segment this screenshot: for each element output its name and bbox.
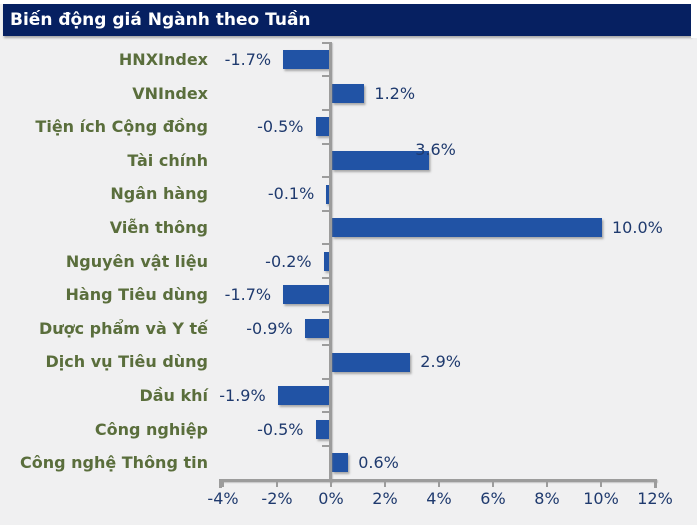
data-label: -0.2% [265, 251, 312, 271]
x-tick [384, 482, 386, 487]
x-tick-label: 6% [480, 488, 506, 508]
y-axis-line [329, 41, 332, 482]
category-label: Dịch vụ Tiêu dùng [45, 352, 209, 372]
data-label: 1.2% [374, 83, 416, 103]
y-tick [322, 75, 329, 78]
y-tick [322, 109, 329, 111]
data-label: -1.9% [219, 386, 266, 406]
category-label: Dược phẩm và Y tế [38, 318, 208, 338]
x-tick-label: 12% [637, 488, 673, 508]
data-bar [315, 117, 329, 137]
top-margin [0, 0, 697, 4]
y-tick [322, 41, 329, 44]
chart-title-bar: Biến động giá Ngành theo Tuần [3, 4, 691, 36]
category-label: Tài chính [127, 150, 208, 170]
x-tick [222, 482, 224, 487]
category-label: Công nghiệp [94, 419, 208, 439]
right-margin [691, 0, 697, 38]
y-tick [322, 176, 329, 179]
chart-title: Biến động giá Ngành theo Tuần [10, 10, 311, 30]
data-bar [315, 419, 329, 439]
category-label: Công nghệ Thông tin [19, 453, 208, 473]
x-tick [276, 482, 278, 487]
y-tick [322, 310, 329, 313]
x-tick-label: 8% [534, 488, 560, 508]
x-tick [654, 482, 656, 487]
data-bar [283, 285, 329, 305]
category-label: Ngân hàng [110, 184, 208, 204]
category-label: Dầu khí [139, 386, 208, 406]
x-axis-line [219, 479, 657, 482]
data-bar [332, 150, 430, 170]
x-tick-label: 2% [372, 488, 398, 508]
data-label: 3.6% [415, 139, 456, 159]
x-tick-label: 4% [426, 488, 452, 508]
data-label: -0.9% [246, 318, 293, 338]
data-bar [277, 386, 329, 406]
y-tick [322, 209, 329, 212]
category-label: HNXIndex [118, 50, 208, 70]
x-tick [600, 482, 602, 487]
data-label: -1.7% [224, 50, 272, 70]
y-tick [322, 243, 329, 246]
data-bar [323, 251, 329, 271]
category-label: Nguyên vật liệu [65, 251, 208, 271]
x-tick [330, 482, 332, 487]
data-bar [332, 352, 411, 372]
data-bar [304, 318, 329, 338]
x-tick [492, 482, 494, 487]
x-tick-label: 0% [318, 488, 344, 508]
data-bar [332, 218, 602, 238]
x-axis-end-cap [219, 479, 222, 488]
data-label: -0.5% [257, 419, 304, 439]
x-tick-label: -2% [261, 488, 293, 508]
y-tick [322, 377, 329, 380]
y-tick [322, 142, 329, 145]
x-tick [546, 482, 548, 487]
y-tick [322, 344, 329, 347]
y-tick [322, 445, 329, 447]
y-tick [322, 277, 329, 279]
category-label: Tiện ích Cộng đồng [35, 117, 208, 137]
x-tick [438, 482, 440, 487]
data-label: -0.1% [267, 184, 315, 204]
data-label: -0.5% [257, 117, 304, 137]
category-label: VNIndex [132, 83, 208, 103]
category-label: Viễn thông [109, 218, 208, 238]
x-tick-label: 10% [583, 488, 619, 508]
data-bar [283, 50, 329, 70]
data-label: 2.9% [420, 352, 461, 372]
x-tick-label: -4% [207, 488, 239, 508]
data-bar [332, 83, 365, 103]
data-bar [332, 453, 349, 473]
data-label: -1.7% [224, 285, 272, 305]
data-bar [326, 184, 329, 204]
data-label: 0.6% [358, 453, 399, 473]
y-tick [322, 411, 329, 414]
category-label: Hàng Tiêu dùng [65, 285, 209, 305]
data-label: 10.0% [612, 218, 663, 238]
